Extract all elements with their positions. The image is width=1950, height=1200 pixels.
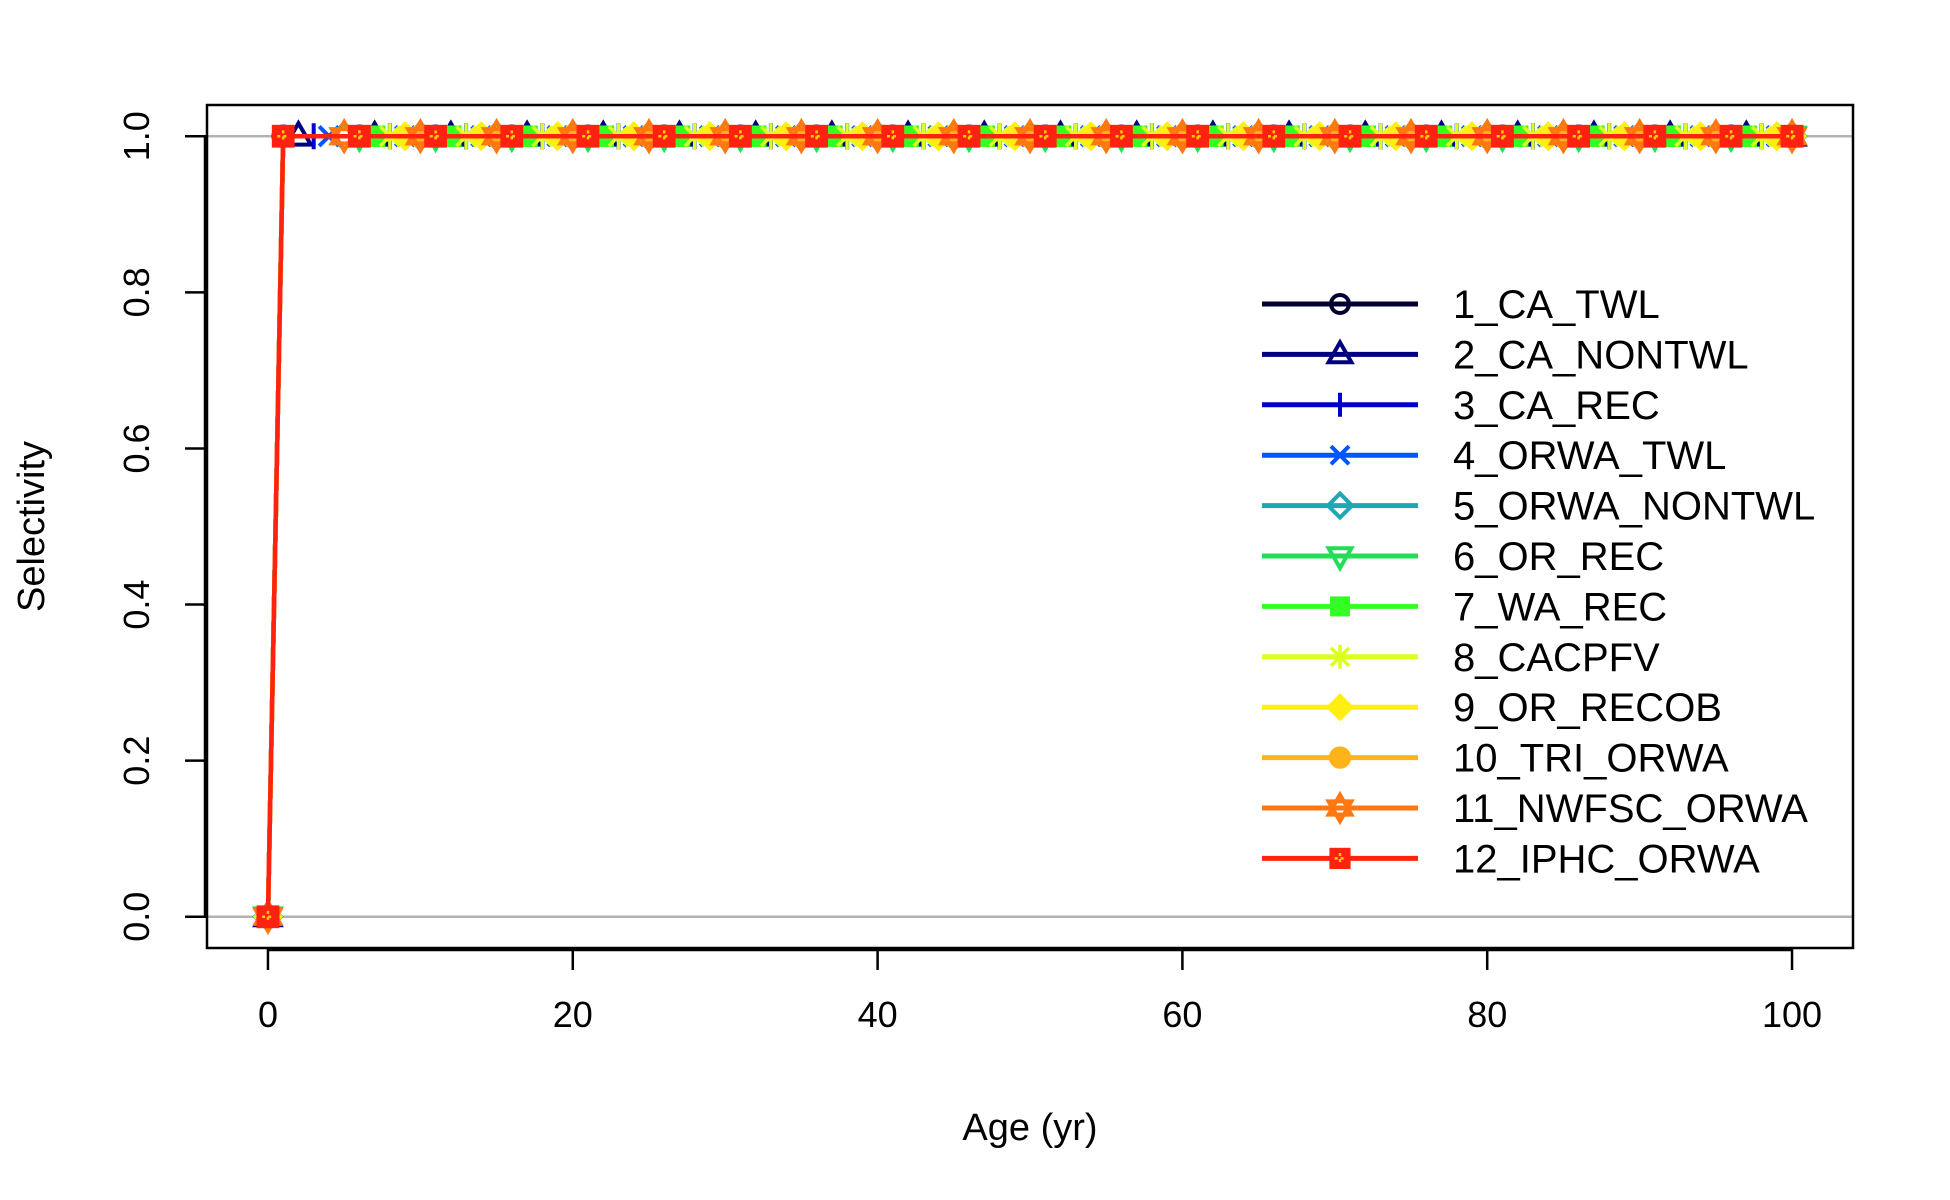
x-axis-title: Age (yr): [962, 1107, 1097, 1149]
plot-frame: [205, 103, 1855, 950]
legend-label: 9_OR_RECOB: [1453, 686, 1722, 730]
data-point: [1567, 124, 1591, 148]
legend-item: 10_TRI_ORWA: [1262, 737, 1729, 781]
y-tick-label: 0.6: [116, 423, 157, 473]
data-point: [271, 124, 295, 148]
legend-item: 12_IPHC_ORWA: [1262, 837, 1760, 881]
legend-label: 7_WA_REC: [1453, 585, 1667, 629]
data-point: [1719, 124, 1743, 148]
legend-item: 7_WA_REC: [1262, 585, 1667, 629]
data-point: [652, 124, 676, 148]
legend-marker: [1328, 392, 1352, 417]
series-12_IPHC_ORWA: [256, 124, 1804, 929]
x-tick-label: 60: [1162, 994, 1202, 1035]
legend-label: 4_ORWA_TWL: [1453, 434, 1726, 478]
data-point: [957, 124, 981, 148]
data-point: [1780, 124, 1804, 148]
legend-marker: [1328, 746, 1352, 769]
data-point: [1491, 124, 1514, 148]
legend-label: 12_IPHC_ORWA: [1453, 837, 1760, 881]
data-point: [500, 124, 524, 148]
legend-item: 5_ORWA_NONTWL: [1262, 485, 1815, 529]
legend-label: 5_ORWA_NONTWL: [1453, 485, 1815, 529]
x-tick-label: 20: [553, 994, 593, 1035]
legend-item: 4_ORWA_TWL: [1262, 434, 1726, 478]
legend-item: 6_OR_REC: [1262, 535, 1664, 579]
x-axis: 0 20 40 60 80 100: [258, 948, 1822, 1035]
legend-item: 3_CA_REC: [1262, 384, 1660, 428]
legend-marker: [1325, 546, 1355, 573]
legend-label: 1_CA_TWL: [1453, 283, 1660, 327]
data-point: [424, 124, 448, 148]
data-point: [576, 124, 600, 148]
legend-marker: [1329, 847, 1351, 869]
legend-marker: [1325, 338, 1355, 365]
data-point: [881, 124, 905, 148]
y-axis: 0.0 0.2 0.4 0.6 0.8 1.0: [116, 111, 207, 942]
x-tick-label: 40: [858, 994, 898, 1035]
legend-marker: [1329, 293, 1351, 315]
legend-label: 6_OR_REC: [1453, 535, 1664, 579]
legend-marker: [1329, 444, 1351, 466]
y-tick-label: 0.0: [116, 892, 157, 942]
data-point: [348, 124, 371, 148]
x-tick-label: 0: [258, 994, 278, 1035]
series-layer: [252, 117, 1808, 936]
legend-item: 9_OR_RECOB: [1262, 686, 1722, 730]
legend-item: 2_CA_NONTWL: [1262, 333, 1749, 377]
legend-item: 1_CA_TWL: [1262, 283, 1660, 327]
data-point: [1262, 124, 1286, 148]
x-tick-label: 100: [1762, 994, 1822, 1035]
data-point: [1414, 124, 1438, 148]
data-point: [805, 124, 829, 148]
y-tick-label: 0.4: [116, 580, 157, 630]
legend-label: 3_CA_REC: [1453, 384, 1660, 428]
y-tick-label: 1.0: [116, 111, 157, 161]
legend-item: 8_CACPFV: [1262, 636, 1660, 680]
legend-label: 2_CA_NONTWL: [1453, 333, 1749, 377]
legend-item: 11_NWFSC_ORWA: [1262, 787, 1808, 831]
legend-marker: [1325, 693, 1355, 722]
y-axis-title: Selectivity: [11, 441, 53, 612]
legend-marker: [1325, 490, 1355, 521]
data-point: [729, 124, 752, 148]
data-point: [256, 905, 280, 929]
data-point: [1110, 124, 1133, 148]
legend-marker: [1328, 644, 1352, 669]
data-point: [1033, 124, 1057, 148]
legend-marker: [1330, 596, 1350, 617]
legend-label: 11_NWFSC_ORWA: [1453, 787, 1808, 831]
data-point: [1338, 124, 1362, 148]
x-tick-label: 80: [1467, 994, 1507, 1035]
legend-marker: [1325, 790, 1355, 826]
y-tick-label: 0.8: [116, 267, 157, 317]
data-point: [1186, 124, 1210, 148]
legend-label: 10_TRI_ORWA: [1453, 737, 1729, 781]
legend-label: 8_CACPFV: [1453, 636, 1660, 680]
legend: 1_CA_TWL 2_CA_NONTWL 3_CA_REC 4_ORWA_TWL 5_O…: [1262, 283, 1815, 881]
y-tick-label: 0.2: [116, 736, 157, 786]
data-point: [1643, 124, 1667, 148]
